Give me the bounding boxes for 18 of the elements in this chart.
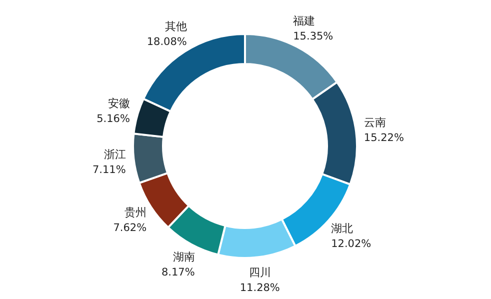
data-label: 5.16% xyxy=(96,112,130,125)
slice-label: 其他 xyxy=(164,20,187,34)
slice-label: 浙江 xyxy=(104,148,126,162)
data-label: 7.11% xyxy=(92,164,126,176)
data-label: 12.02% xyxy=(331,238,372,250)
data-label: 7.62% xyxy=(113,222,147,234)
data-label: 15.35% xyxy=(293,30,334,42)
slice-label: 安徽 xyxy=(108,96,130,110)
slice-label: 湖南 xyxy=(172,250,195,264)
data-label: 8.17% xyxy=(161,266,195,279)
data-label: 11.28% xyxy=(240,282,280,294)
slice-label: 四川 xyxy=(248,266,271,280)
slice-label: 贵州 xyxy=(124,206,147,219)
slice-label: 云南 xyxy=(364,116,386,129)
slice-label: 福建 xyxy=(293,14,316,28)
data-label: 15.22% xyxy=(364,132,404,144)
data-label: 18.08% xyxy=(146,36,187,48)
slice-label: 湖北 xyxy=(331,222,354,236)
